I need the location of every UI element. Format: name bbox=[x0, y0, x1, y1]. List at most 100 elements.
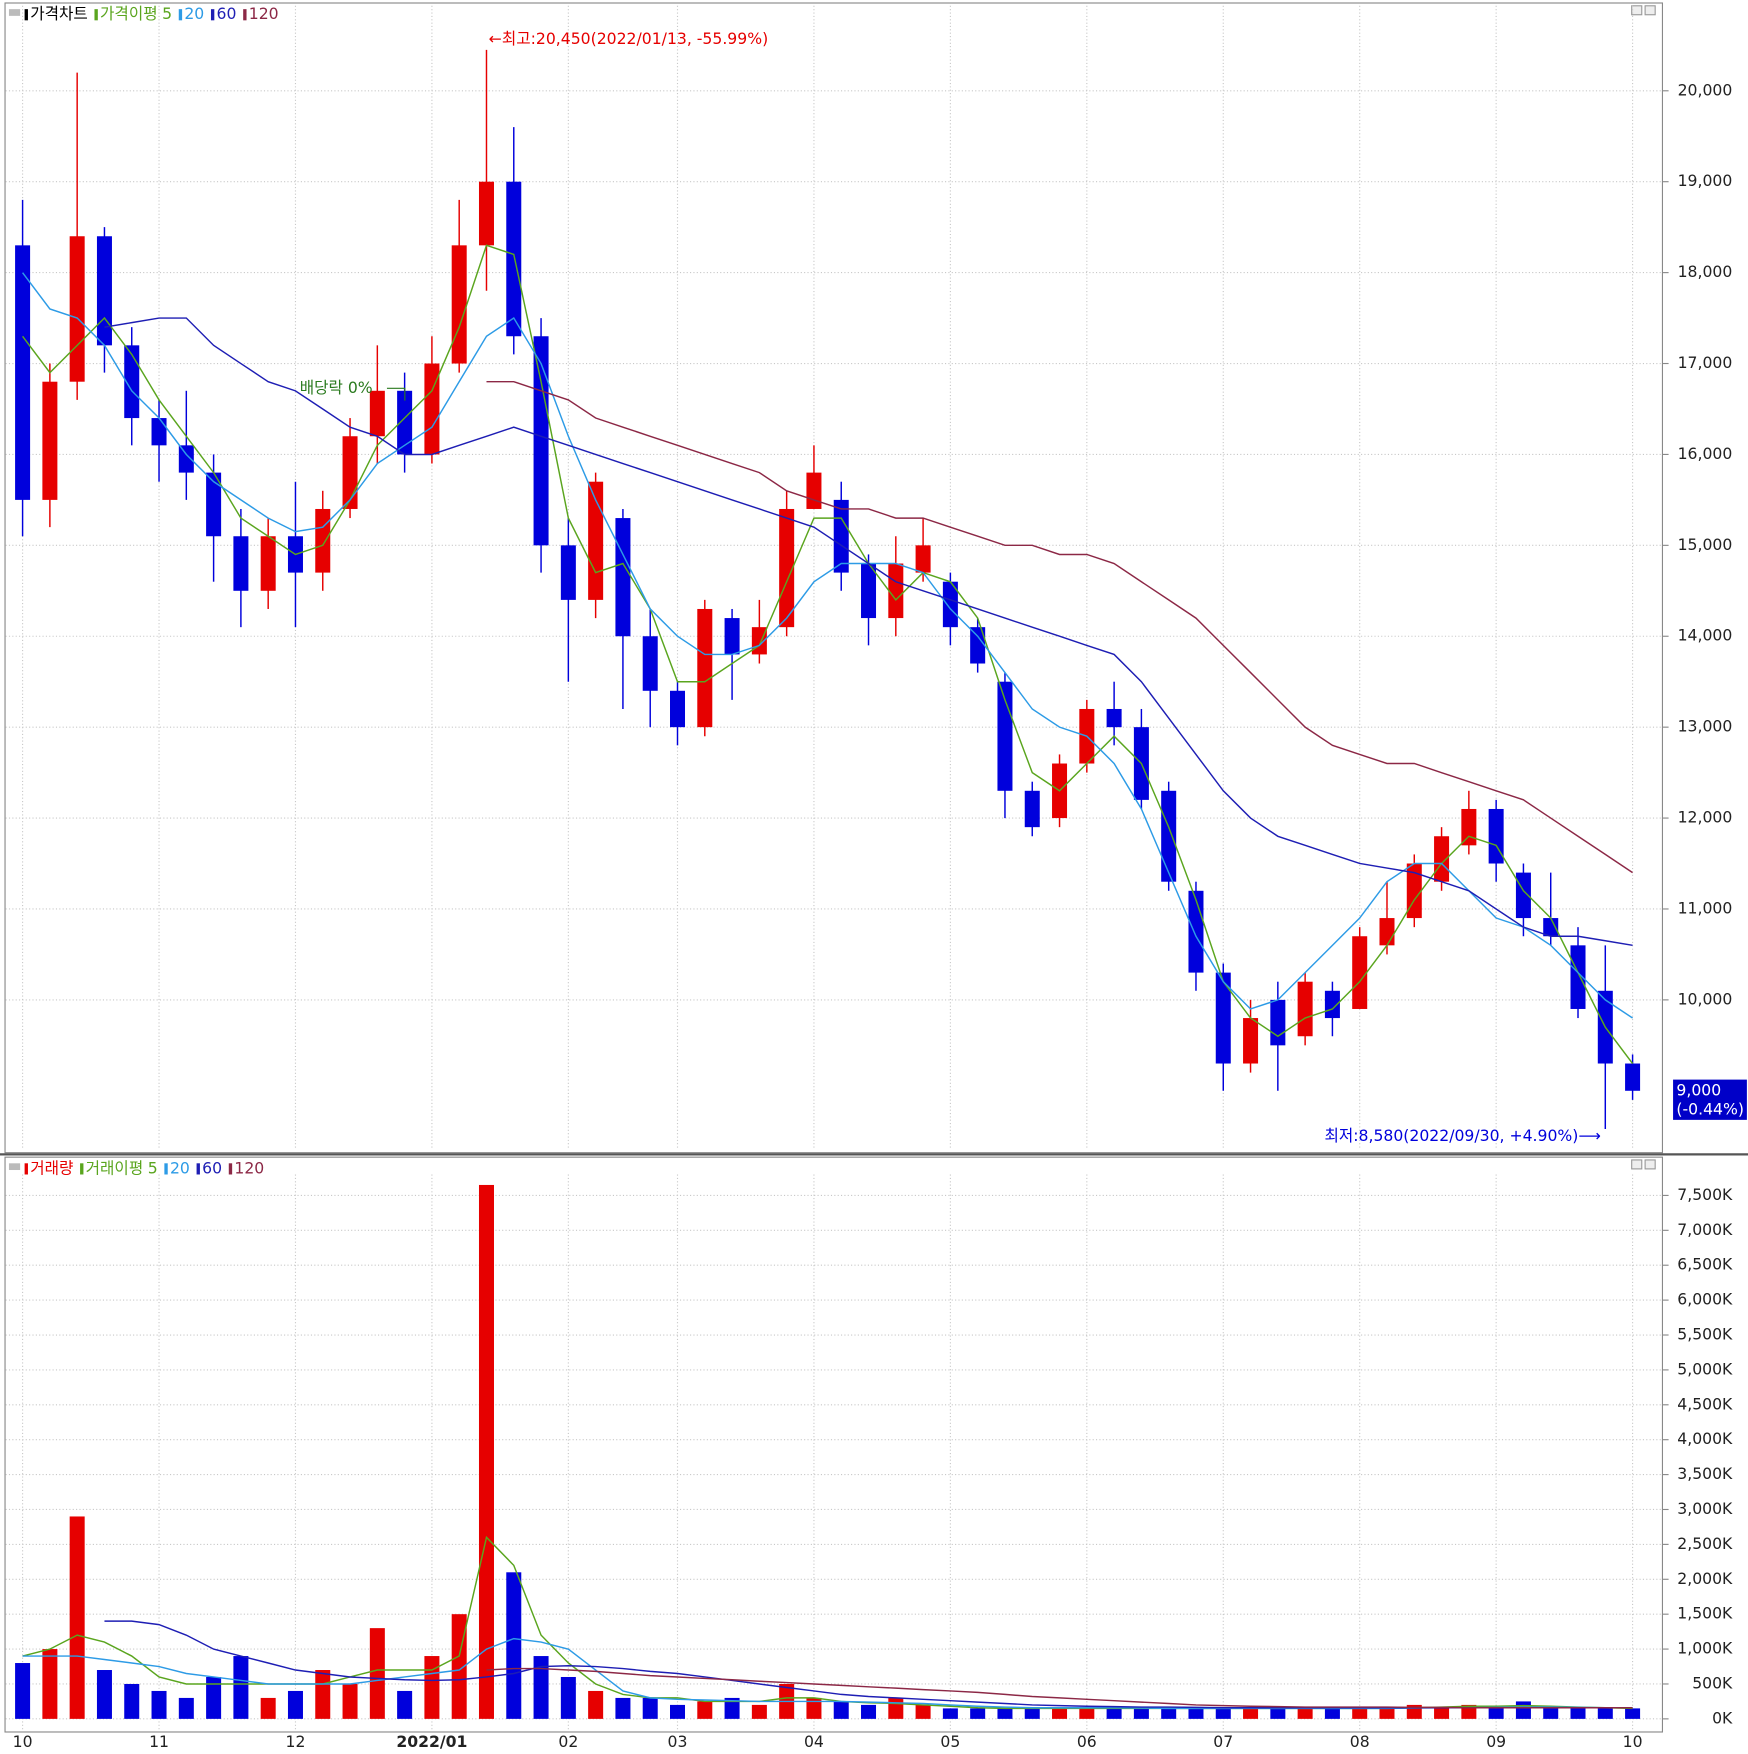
volume-bar bbox=[806, 1697, 822, 1719]
candle-body bbox=[506, 181, 522, 337]
close-button[interactable] bbox=[1644, 1159, 1656, 1170]
volume-bar bbox=[287, 1690, 303, 1719]
volume-bar bbox=[615, 1697, 631, 1719]
y-tick-label: 6,500K bbox=[1677, 1255, 1733, 1274]
legend-label: 가격이평 bbox=[100, 4, 158, 23]
volume-bar bbox=[1434, 1708, 1450, 1719]
candle-body bbox=[42, 381, 58, 500]
y-tick-label: 1,500K bbox=[1677, 1604, 1733, 1623]
volume-bar bbox=[69, 1516, 85, 1719]
volume-bar bbox=[315, 1670, 331, 1719]
candle-body bbox=[233, 536, 249, 591]
volume-bar bbox=[915, 1704, 931, 1719]
y-tick-label: 3,000K bbox=[1677, 1499, 1733, 1518]
legend-label: 거래이평 bbox=[86, 1158, 144, 1177]
y-tick-label: 500K bbox=[1692, 1673, 1733, 1692]
minimize-button[interactable] bbox=[1631, 1159, 1643, 1170]
candle-body bbox=[724, 618, 740, 655]
y-tick-label: 5,000K bbox=[1677, 1359, 1733, 1378]
volume-bar bbox=[833, 1701, 849, 1719]
panel-buttons[interactable] bbox=[1631, 5, 1656, 1170]
volume-bar bbox=[1052, 1708, 1068, 1719]
y-tick-label: 19,000 bbox=[1678, 171, 1733, 190]
minimize-button[interactable] bbox=[1631, 5, 1643, 16]
candle-body bbox=[615, 518, 631, 637]
y-tick-label: 2,000K bbox=[1677, 1569, 1733, 1588]
candle-body bbox=[861, 563, 877, 619]
volume-bar bbox=[397, 1690, 413, 1719]
candle-body bbox=[1297, 981, 1313, 1037]
candle-body bbox=[1625, 1063, 1641, 1091]
candle-body bbox=[833, 499, 849, 573]
x-tick-label: 11 bbox=[149, 1732, 169, 1751]
y-tick-label: 14,000 bbox=[1678, 626, 1733, 645]
x-tick-label: 2022/01 bbox=[396, 1732, 467, 1751]
price-panel-frame bbox=[4, 2, 1664, 1154]
y-tick-label: 13,000 bbox=[1678, 717, 1733, 736]
volume-bar bbox=[533, 1656, 549, 1719]
volume-bar bbox=[861, 1704, 877, 1719]
y-tick-label: 20,000 bbox=[1678, 80, 1733, 99]
candle-body bbox=[315, 508, 331, 573]
last-price-label: 9,000 bbox=[1676, 1080, 1721, 1099]
x-tick-label: 06 bbox=[1077, 1732, 1097, 1751]
y-tick-label: 3,500K bbox=[1677, 1464, 1733, 1483]
candle-body bbox=[1161, 790, 1177, 882]
candle-body bbox=[1188, 890, 1204, 973]
high-annotation: ←최고:20,450(2022/01/13, -55.99%) bbox=[489, 29, 768, 48]
x-tick-label: 07 bbox=[1213, 1732, 1233, 1751]
y-tick-label: 4,000K bbox=[1677, 1429, 1733, 1448]
candle-body bbox=[206, 472, 222, 537]
volume-bar bbox=[124, 1683, 140, 1719]
volume-bar bbox=[1243, 1708, 1259, 1719]
y-tick-label: 2,500K bbox=[1677, 1534, 1733, 1553]
y-tick-label: 6,000K bbox=[1677, 1290, 1733, 1309]
candle-body bbox=[342, 436, 358, 509]
volume-bar bbox=[724, 1697, 740, 1719]
legend-swatch bbox=[196, 1163, 200, 1175]
volume-bar bbox=[888, 1697, 904, 1719]
volume-bar bbox=[942, 1708, 958, 1719]
volume-bar bbox=[1133, 1708, 1149, 1719]
x-tick-label: 02 bbox=[558, 1732, 578, 1751]
volume-bar bbox=[669, 1704, 686, 1719]
moving-average-line bbox=[486, 380, 1633, 874]
candle-body bbox=[560, 545, 576, 600]
candle-body bbox=[970, 627, 986, 664]
legend-label: 120 bbox=[249, 4, 279, 23]
candle-body bbox=[1106, 708, 1122, 728]
volume-bar bbox=[1515, 1701, 1531, 1719]
candle-body bbox=[1352, 936, 1368, 1009]
close-button[interactable] bbox=[1644, 5, 1656, 16]
y-tick-label: 1,000K bbox=[1677, 1639, 1733, 1658]
volume-bar bbox=[1543, 1708, 1559, 1719]
volume-bar bbox=[1188, 1708, 1204, 1719]
volume-bar bbox=[342, 1683, 358, 1719]
legend-label: 20 bbox=[170, 1158, 190, 1177]
legend-icon bbox=[8, 9, 21, 16]
volume-bar bbox=[642, 1697, 658, 1719]
y-tick-label: 10,000 bbox=[1678, 989, 1733, 1008]
candle-body bbox=[1406, 863, 1422, 919]
y-tick-label: 12,000 bbox=[1678, 808, 1733, 827]
legend-icon bbox=[8, 1163, 21, 1171]
legend-label: 120 bbox=[234, 1158, 264, 1177]
candle-body bbox=[888, 563, 904, 619]
legend-swatch bbox=[80, 1163, 84, 1175]
legend-swatch bbox=[24, 9, 28, 21]
volume-bar bbox=[506, 1572, 522, 1719]
legend-swatch bbox=[164, 1163, 168, 1175]
legend-label: 가격차트 bbox=[30, 4, 88, 23]
moving-average-line bbox=[22, 244, 1634, 1064]
last-price-box bbox=[1673, 1079, 1747, 1120]
volume-bar bbox=[424, 1656, 440, 1719]
candle-body bbox=[642, 636, 658, 691]
volume-bar bbox=[970, 1708, 986, 1719]
candle-body bbox=[806, 472, 822, 509]
legend-label: 거래량 bbox=[30, 1158, 73, 1177]
volume-bar bbox=[233, 1656, 249, 1719]
x-tick-label: 05 bbox=[940, 1732, 960, 1751]
y-tick-label: 0K bbox=[1712, 1708, 1733, 1727]
volume-bar bbox=[997, 1708, 1013, 1719]
